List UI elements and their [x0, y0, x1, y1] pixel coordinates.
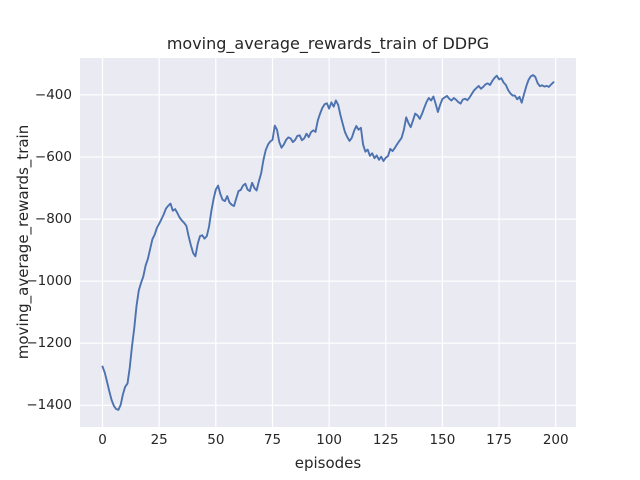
plot-canvas: [80, 58, 576, 427]
axes-background: [80, 58, 576, 427]
x-tick-label: 200: [542, 432, 569, 448]
y-tick-label: −800: [34, 211, 72, 228]
x-tick-label: 0: [98, 432, 107, 448]
y-tick-label: −1000: [26, 273, 72, 290]
x-axis-label: episodes: [294, 454, 362, 472]
plot-area: [80, 58, 576, 427]
y-tick-label: −1400: [26, 397, 72, 414]
x-tick-label: 125: [372, 432, 399, 448]
x-tick-label: 75: [263, 432, 282, 448]
y-tick-label: −1200: [26, 335, 72, 352]
x-tick-label: 50: [207, 432, 225, 448]
x-tick-label: 150: [429, 432, 456, 448]
reward-line-series: [101, 74, 555, 411]
x-tick-label: 25: [150, 432, 168, 448]
chart-title: moving_average_rewards_train of DDPG: [166, 34, 490, 53]
y-tick-label: −600: [34, 149, 72, 165]
x-tick-label: 175: [486, 432, 512, 448]
y-tick-label: −400: [34, 86, 72, 103]
x-tick-label: 100: [316, 432, 343, 448]
